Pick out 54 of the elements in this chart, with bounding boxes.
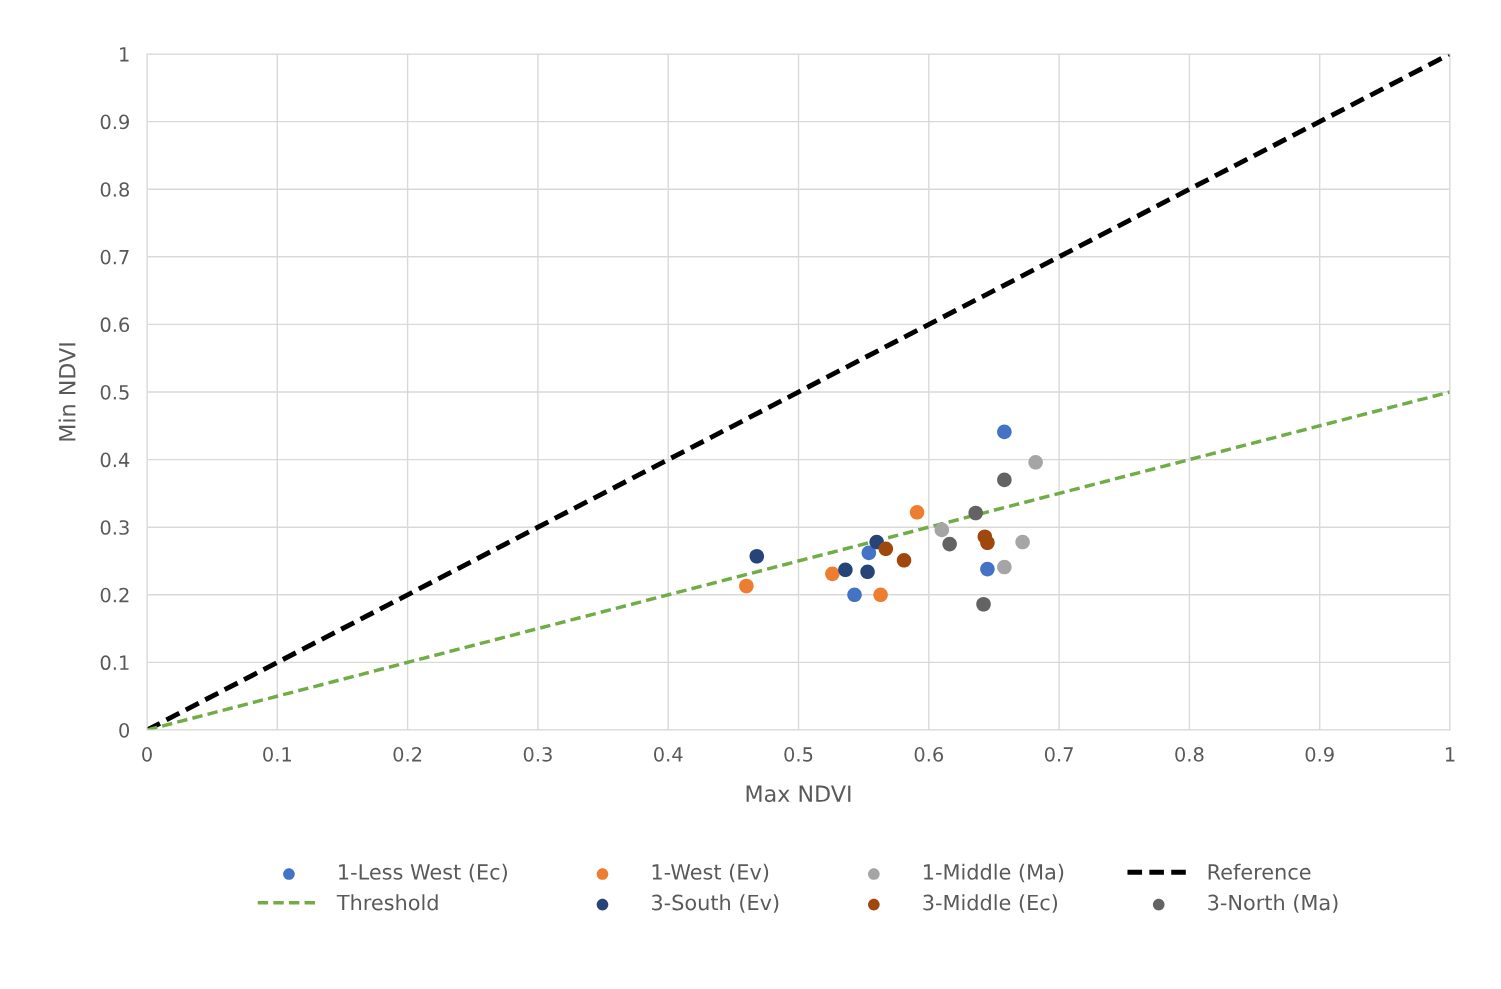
x-tick-label: 0.4 [654,747,683,762]
point [860,564,875,580]
legend-label: 1-Less West (Ec) [339,863,507,883]
legend-label: 3-North (Ma) [1208,894,1338,913]
legend-label: 3-South (Ev) [651,894,779,913]
point [942,536,957,552]
point [997,424,1012,440]
point [909,505,925,520]
point [896,553,912,568]
point [997,472,1012,488]
legend-label: 1-Middle (Ma) [924,863,1064,883]
x-tick-label: 0 [142,747,152,762]
x-axis-title: Max NDVI [746,785,851,803]
point [847,587,862,603]
point [997,559,1012,575]
point [1028,455,1043,470]
legend-label: Reference [1208,863,1311,880]
point [980,535,995,551]
x-tick-label: 1 [1445,747,1455,762]
y-tick-label: 1 [120,47,129,62]
point [980,561,995,577]
y-tick-label: 0.8 [100,182,129,197]
point [976,596,991,612]
y-tick-label: 0.7 [100,249,129,265]
x-tick-label: 0.2 [393,747,422,762]
y-tick-label: 0.6 [100,317,130,333]
x-tick-label: 0.1 [263,747,291,762]
x-tick-label: 0.5 [784,747,813,762]
y-tick-label: 0 [119,722,130,738]
y-tick-label: 0.3 [100,520,129,535]
legend-label: 3-Middle (Ec) [923,894,1058,913]
legend-label: Threshold [336,894,438,911]
point [968,505,983,521]
y-tick-label: 0.1 [100,655,129,671]
x-tick-label: 0.9 [1305,747,1334,762]
point [749,548,765,564]
y-tick-label: 0.2 [100,587,129,603]
y-tick-label: 0.9 [100,114,129,130]
point [878,541,894,557]
point [861,545,877,561]
point [825,566,840,582]
point [934,522,950,538]
y-axis-title: Min NDVI [58,343,76,441]
legend-label: 1-West (Ev) [652,863,769,883]
x-tick-label: 0.6 [914,747,944,762]
y-tick-label: 0.5 [100,384,129,400]
point [838,562,853,578]
point [873,587,888,603]
point [1015,534,1030,550]
y-tick-label: 0.4 [100,452,130,468]
x-tick-label: 0.3 [523,747,552,762]
x-tick-label: 0.8 [1175,747,1204,762]
x-tick-label: 0.7 [1044,747,1073,762]
point [739,578,754,594]
